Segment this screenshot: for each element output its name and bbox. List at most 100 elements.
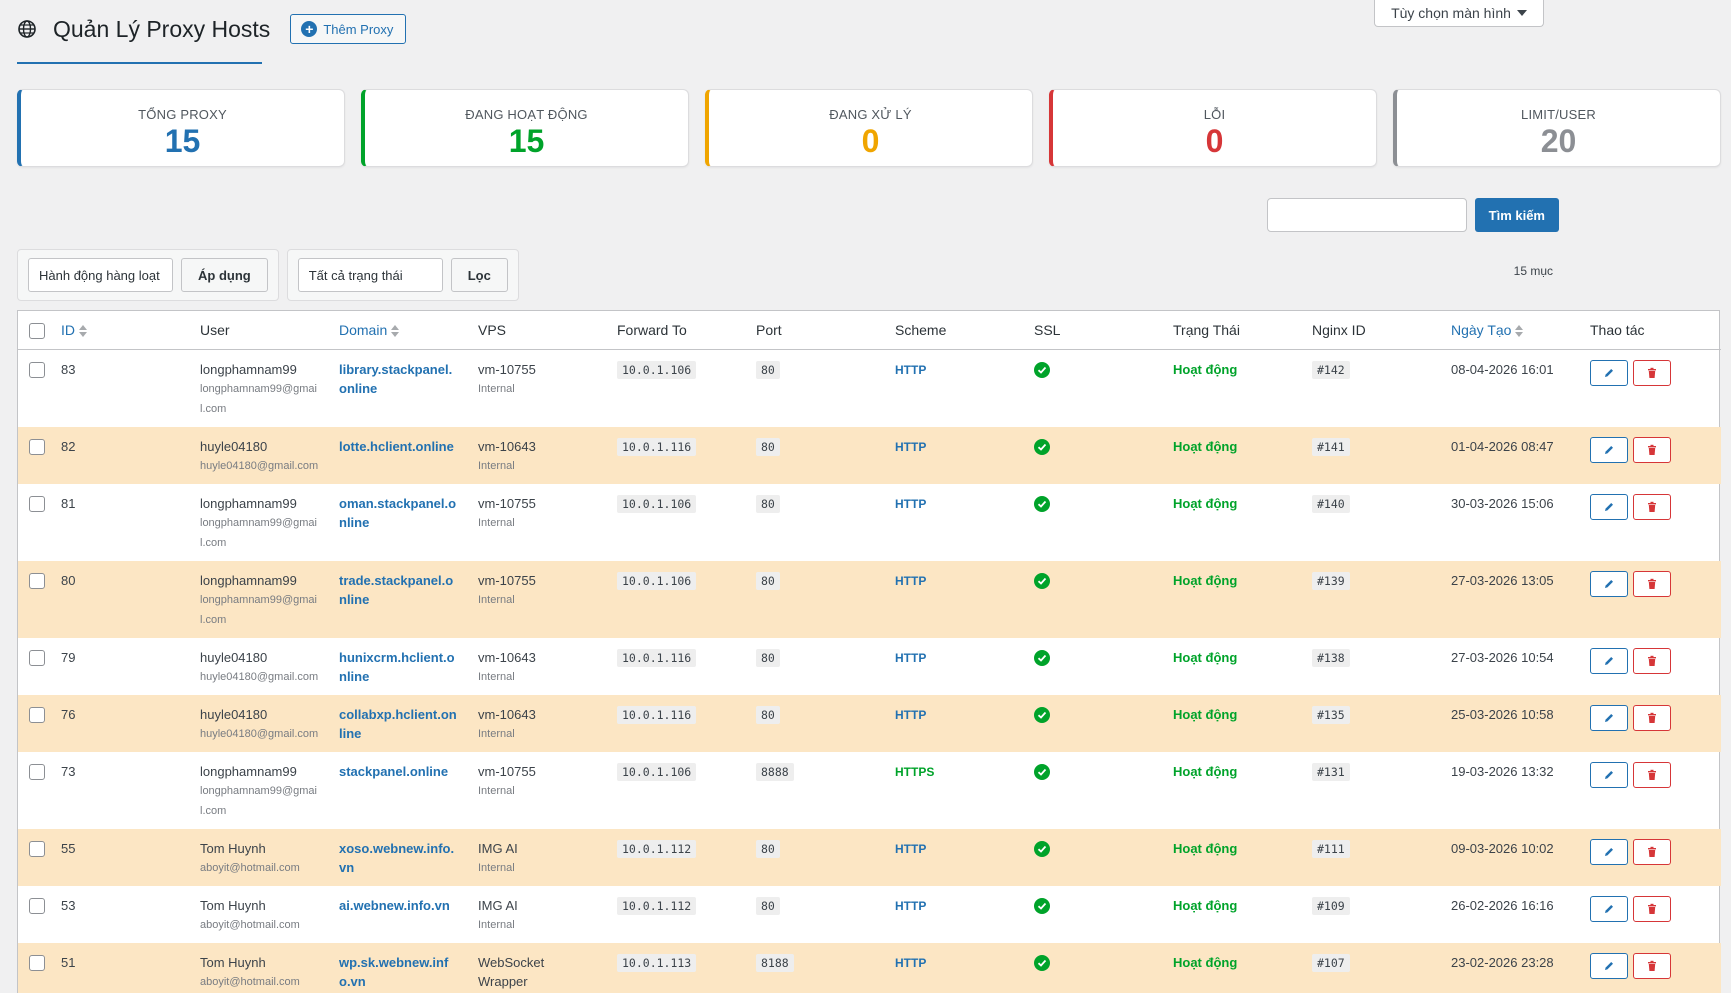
sort-icon xyxy=(391,325,400,338)
edit-button[interactable] xyxy=(1590,895,1628,922)
domain-link[interactable]: wp.sk.webnew.info.vn xyxy=(339,954,449,989)
row-checkbox[interactable] xyxy=(29,897,45,914)
port-value: 80 xyxy=(756,648,780,667)
delete-button[interactable] xyxy=(1633,493,1671,520)
port-value: 80 xyxy=(756,571,780,590)
status-filter-select[interactable]: Tất cả trạng thái xyxy=(297,258,443,292)
edit-button[interactable] xyxy=(1590,761,1628,788)
filter-button[interactable]: Lọc xyxy=(450,258,508,292)
row-checkbox[interactable] xyxy=(29,649,45,666)
row-ssl xyxy=(1024,484,1163,561)
stat-value: 15 xyxy=(164,123,201,159)
trash-icon xyxy=(1648,903,1656,914)
row-nginx: #140 xyxy=(1302,484,1441,561)
row-checkbox[interactable] xyxy=(29,572,45,589)
table-header-row: ID User Domain VPS Forward To Port Schem… xyxy=(18,311,1721,350)
edit-button[interactable] xyxy=(1590,359,1628,386)
scheme-value: HTTP xyxy=(895,439,927,454)
trash-icon xyxy=(1648,712,1656,723)
row-forward: 10.0.1.106 xyxy=(607,349,746,427)
edit-button[interactable] xyxy=(1590,493,1628,520)
domain-link[interactable]: oman.stackpanel.online xyxy=(339,495,457,530)
column-domain[interactable]: Domain xyxy=(329,311,468,350)
edit-button[interactable] xyxy=(1590,704,1628,731)
forward-ip: 10.0.1.116 xyxy=(617,648,697,667)
row-ssl xyxy=(1024,886,1163,943)
check-circle-icon xyxy=(1034,897,1050,914)
column-forward: Forward To xyxy=(607,311,746,350)
column-id[interactable]: ID xyxy=(51,311,190,350)
delete-button[interactable] xyxy=(1633,761,1671,788)
row-nginx: #107 xyxy=(1302,942,1441,993)
row-port: 80 xyxy=(746,828,885,886)
table-row: 81 longphamnam99 longphamnam99@gmail.com… xyxy=(18,484,1721,561)
delete-button[interactable] xyxy=(1633,647,1671,674)
delete-button[interactable] xyxy=(1633,359,1671,386)
edit-button[interactable] xyxy=(1590,952,1628,979)
row-checkbox[interactable] xyxy=(29,763,45,780)
edit-button[interactable] xyxy=(1590,436,1628,463)
column-created[interactable]: Ngày Tạo xyxy=(1441,311,1580,350)
user-name: Tom Huynh xyxy=(200,840,266,856)
search-input[interactable] xyxy=(1266,198,1467,232)
row-nginx: #142 xyxy=(1302,349,1441,427)
row-forward: 10.0.1.112 xyxy=(607,886,746,943)
scheme-value: HTTP xyxy=(895,573,927,588)
bulk-action-select[interactable]: Hành động hàng loạt xyxy=(28,258,173,292)
scheme-value: HTTP xyxy=(895,650,927,665)
stats-row: Tổng Proxy 15 Đang hoạt động 15 Đang xử lý… xyxy=(17,89,1721,167)
row-created: 08-04-2026 16:01 xyxy=(1451,361,1554,377)
user-name: longphamnam99 xyxy=(200,572,297,588)
delete-button[interactable] xyxy=(1633,895,1671,922)
row-checkbox[interactable] xyxy=(29,438,45,455)
delete-button[interactable] xyxy=(1633,570,1671,597)
delete-button[interactable] xyxy=(1633,704,1671,731)
forward-ip: 10.0.1.106 xyxy=(617,571,697,590)
trash-icon xyxy=(1648,769,1656,780)
row-vps: vm-10755 Internal xyxy=(468,484,607,561)
row-checkbox[interactable] xyxy=(29,840,45,857)
vps-type: Internal xyxy=(478,670,515,683)
nginx-id: #131 xyxy=(1312,762,1350,781)
stat-value: 0 xyxy=(861,123,880,159)
domain-link[interactable]: lotte.hclient.online xyxy=(339,438,454,454)
row-port: 80 xyxy=(746,560,885,638)
row-scheme: HTTP xyxy=(885,886,1024,943)
row-ssl xyxy=(1024,942,1163,993)
row-id: 51 xyxy=(51,942,190,993)
domain-link[interactable]: ai.webnew.info.vn xyxy=(339,897,450,913)
nginx-id: #142 xyxy=(1312,360,1350,379)
domain-link[interactable]: library.stackpanel.online xyxy=(339,361,453,396)
stat-value: 0 xyxy=(1205,123,1224,159)
add-proxy-label: Thêm Proxy xyxy=(323,21,394,37)
title-underline xyxy=(17,62,262,64)
delete-button[interactable] xyxy=(1633,838,1671,865)
edit-button[interactable] xyxy=(1590,647,1628,674)
search-button[interactable]: Tìm kiếm xyxy=(1474,198,1559,232)
domain-link[interactable]: xoso.webnew.info.vn xyxy=(339,840,455,875)
table-row: 82 huyle04180 huyle04180@gmail.com lotte… xyxy=(18,426,1721,484)
edit-button[interactable] xyxy=(1590,570,1628,597)
edit-button[interactable] xyxy=(1590,838,1628,865)
user-email: aboyit@hotmail.com xyxy=(200,975,300,988)
apply-button[interactable]: Áp dụng xyxy=(181,258,268,292)
select-all-checkbox[interactable] xyxy=(29,322,45,339)
row-checkbox[interactable] xyxy=(29,361,45,378)
row-checkbox[interactable] xyxy=(29,954,45,971)
column-vps: VPS xyxy=(468,311,607,350)
domain-link[interactable]: stackpanel.online xyxy=(339,763,449,779)
domain-link[interactable]: trade.stackpanel.online xyxy=(339,572,454,607)
domain-link[interactable]: hunixcrm.hclient.online xyxy=(339,649,455,684)
row-actions xyxy=(1580,694,1721,752)
screen-options-toggle[interactable]: Tùy chọn màn hình xyxy=(1374,0,1544,27)
nginx-id: #107 xyxy=(1312,953,1350,972)
add-proxy-button[interactable]: + Thêm Proxy xyxy=(290,14,407,44)
row-checkbox[interactable] xyxy=(29,706,45,723)
delete-button[interactable] xyxy=(1633,952,1671,979)
status-value: Hoạt động xyxy=(1173,361,1238,377)
domain-link[interactable]: collabxp.hclient.online xyxy=(339,706,457,741)
row-nginx: #141 xyxy=(1302,426,1441,484)
delete-button[interactable] xyxy=(1633,436,1671,463)
row-checkbox[interactable] xyxy=(29,495,45,512)
row-created: 01-04-2026 08:47 xyxy=(1441,426,1580,484)
